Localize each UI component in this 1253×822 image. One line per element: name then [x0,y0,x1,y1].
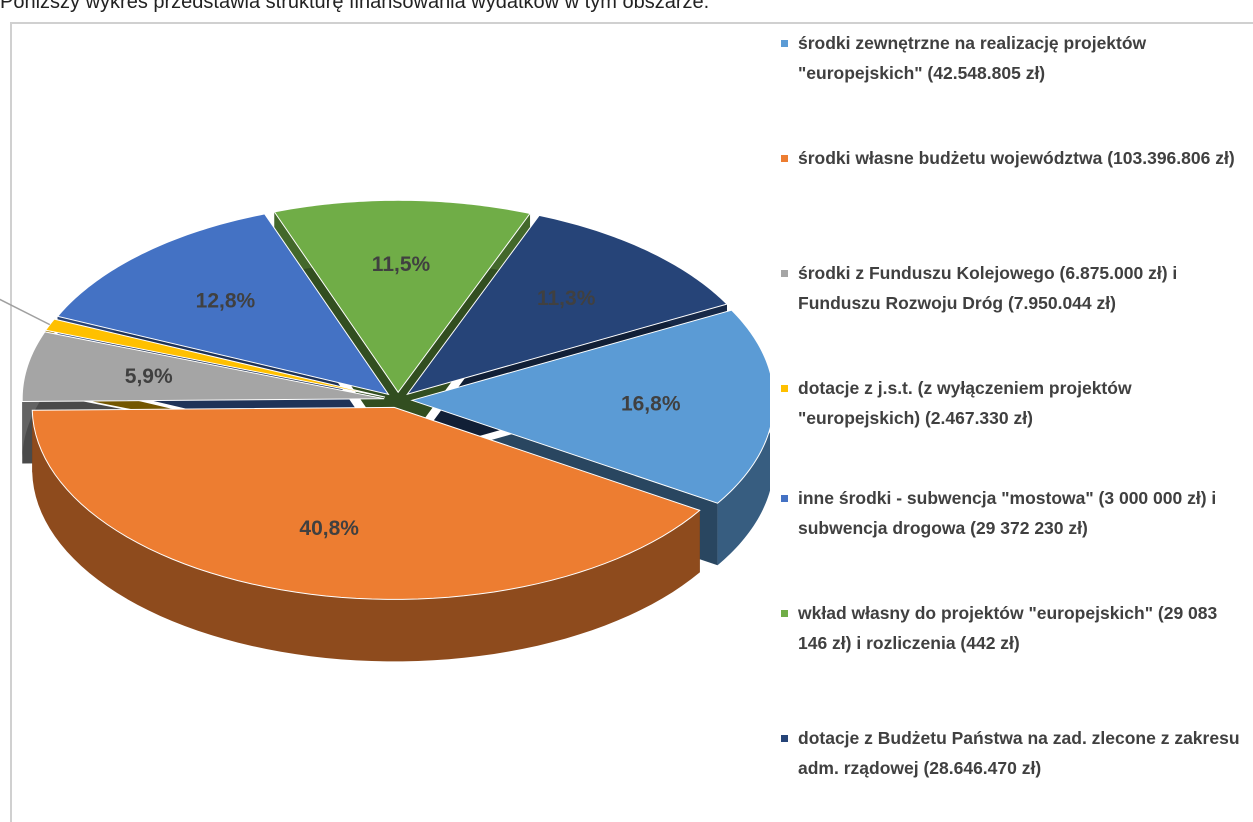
legend-swatch [781,495,788,502]
legend-swatch [781,155,788,162]
pie-labels: 16,8%40,8%5,9%1,0%12,8%11,5%11,3% [0,253,681,540]
legend-label: inne środki - subwencja "mostowa" (3 000… [798,488,1217,538]
data-label: 40,8% [299,517,359,540]
legend-label: środki własne budżetu województwa (103.3… [798,148,1235,168]
legend-label: dotacje z j.s.t. (z wyłączeniem projektó… [798,378,1132,428]
legend-label: dotacje z Budżetu Państwa na zad. zlecon… [798,728,1240,778]
legend-item: dotacje z j.s.t. (z wyłączeniem projektó… [778,373,1248,433]
data-label: 16,8% [621,393,681,416]
legend-item: środki zewnętrzne na realizację projektó… [778,28,1248,88]
legend-swatch [781,610,788,617]
legend-label: środki zewnętrzne na realizację projektó… [798,33,1147,83]
pie-slice [56,213,390,396]
legend-item: inne środki - subwencja "mostowa" (3 000… [778,483,1248,543]
pie-slice [31,406,701,600]
legend-swatch [781,735,788,742]
legend-item: środki z Funduszu Kolejowego (6.875.000 … [778,258,1248,318]
data-label: 5,9% [125,365,173,388]
legend-item: dotacje z Budżetu Państwa na zad. zlecon… [778,723,1248,783]
legend-label: wkład własny do projektów "europejskich"… [798,603,1218,653]
chart-frame [10,22,1253,822]
legend-swatch [781,385,788,392]
data-label: 12,8% [196,289,256,312]
leader-line [0,298,51,326]
legend-swatch [781,40,788,47]
pie-slice [21,331,385,403]
pie-side [32,410,700,662]
pie-slice [273,199,531,394]
data-label: 11,3% [537,287,596,310]
legend-item: środki własne budżetu województwa (103.3… [778,143,1248,173]
pie-slice [406,214,728,396]
intro-text: Poniższy wykres przedstawia strukturę fi… [0,0,710,13]
pie-slice [44,318,386,398]
chart: 16,8%40,8%5,9%1,0%12,8%11,5%11,3% [0,199,770,662]
legend-label: środki z Funduszu Kolejowego (6.875.000 … [798,263,1178,313]
data-label: 11,5% [372,253,431,276]
legend-item: wkład własny do projektów "europejskich"… [778,598,1248,658]
legend-swatch [781,270,788,277]
pie-tops [21,199,770,600]
pie-slice [410,309,770,504]
